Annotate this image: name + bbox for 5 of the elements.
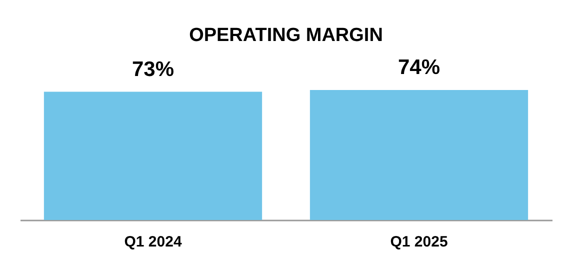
x-tick-label: Q1 2025 — [390, 234, 448, 250]
x-tick-label: Q1 2024 — [124, 234, 182, 250]
chart-title: OPERATING MARGIN — [189, 25, 383, 46]
data-label: 74% — [398, 56, 440, 79]
data-label: 73% — [132, 58, 174, 81]
